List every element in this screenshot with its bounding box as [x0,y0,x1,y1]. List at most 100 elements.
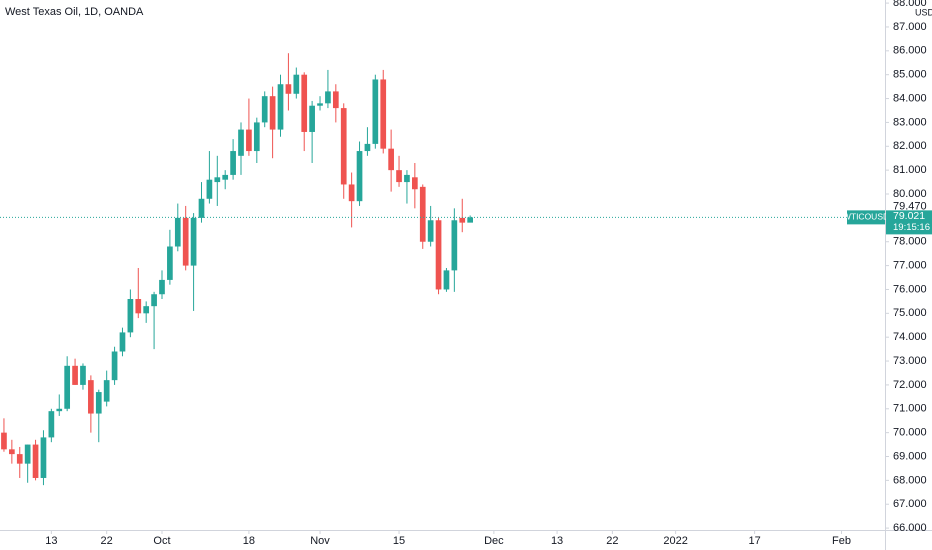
y-tick-label: 66.000 [893,522,927,534]
candle-body [396,170,402,183]
high-marker-label: 79.470 [893,201,927,213]
y-tick-label: 67.000 [893,498,927,510]
x-tick-label: Dec [484,535,504,547]
y-tick-label: 68.000 [893,474,927,486]
candle-body [214,177,221,183]
candle-body [451,220,458,271]
candle-body [277,84,284,130]
candle-body [261,96,268,123]
candle-body [48,411,55,438]
candle-body [340,108,347,185]
candle-body [40,437,47,478]
candle-body [317,103,323,106]
candle-body [88,380,94,414]
candle-body [222,174,229,180]
high-marker-bg [886,199,932,213]
candle-body [411,177,418,190]
candle-body [151,294,157,307]
candle-body [427,220,434,242]
candle-body [293,74,300,94]
y-tick-label: 81.000 [893,164,927,176]
y-tick-label: 69.000 [893,450,927,462]
y-tick-label: 74.000 [893,331,927,343]
candle-body [364,143,371,152]
symbol-tag [847,210,885,225]
candle-body [9,449,15,455]
x-tick-label: Oct [153,535,170,547]
candle-body [72,365,78,385]
candle-body [24,444,31,464]
x-tick-label: Feb [832,535,851,547]
candle-body [159,279,165,295]
candle-body [348,184,355,202]
candle-body [269,96,276,130]
candle-body [190,217,197,266]
y-tick-label: 87.000 [893,21,927,33]
candle-body [32,444,39,478]
candle-body [80,365,86,385]
x-tick-label: 13 [45,535,57,547]
chart-title: West Texas Oil, 1D, OANDA [5,6,144,18]
y-tick-label: 70.000 [893,427,927,439]
y-tick-label: 71.000 [893,403,927,415]
candle-body [435,220,442,290]
currency-label: USD [915,7,932,17]
candle-body [388,148,394,171]
y-tick-label: 82.000 [893,140,927,152]
candle-body [246,129,252,152]
candle-body [182,217,189,266]
y-tick-label: 72.000 [893,379,927,391]
candle-body [356,151,363,202]
candle-body [167,246,173,280]
candle-body [206,179,213,199]
candle-body [95,392,102,414]
x-tick-label: 18 [243,535,255,547]
candle-body [253,122,260,152]
y-tick-label: 86.000 [893,45,927,57]
candle-body [332,91,339,109]
y-tick-label: 73.000 [893,355,927,367]
candle-body [64,365,71,409]
candle-body [404,174,410,183]
y-tick-label: 77.000 [893,260,927,272]
y-tick-label: 78.000 [893,236,927,248]
candle-body [443,270,450,290]
x-tick-label: 13 [551,535,563,547]
candle-body [459,217,466,223]
candle-body [325,91,331,104]
x-tick-label: Nov [310,535,330,547]
candle-body [380,79,387,149]
candle-body [119,332,126,352]
candle-body [143,306,150,314]
candle-body [238,129,244,156]
candle-body [1,432,7,450]
x-tick-label: 2022 [663,535,687,547]
candle-body [127,299,134,333]
x-tick-label: 15 [393,535,405,547]
price-tag-label: 79.021 [893,210,925,222]
x-tick-label: 17 [748,535,760,547]
candle-body [419,186,426,242]
y-tick-label: 85.000 [893,69,927,81]
candle-body [111,351,118,381]
y-tick-label: 84.000 [893,92,927,104]
candle-body [103,380,110,402]
candle-body [174,217,181,247]
candle-body [230,151,236,175]
candle-body [301,74,308,132]
price-tag [886,210,932,235]
candle-body [372,79,379,144]
y-tick-label: 75.000 [893,307,927,319]
candle-body [285,84,292,94]
candle-body [135,299,142,314]
y-tick-label: 83.000 [893,116,927,128]
symbol-tag-label: WTICOUSD [843,212,889,222]
y-tick-label: 88.000 [893,0,927,9]
candle-body [56,408,63,412]
x-tick-label: 22 [101,535,113,547]
x-tick-label: 22 [606,535,618,547]
countdown-label: 19:15:16 [893,222,930,233]
candle-body [467,217,474,223]
